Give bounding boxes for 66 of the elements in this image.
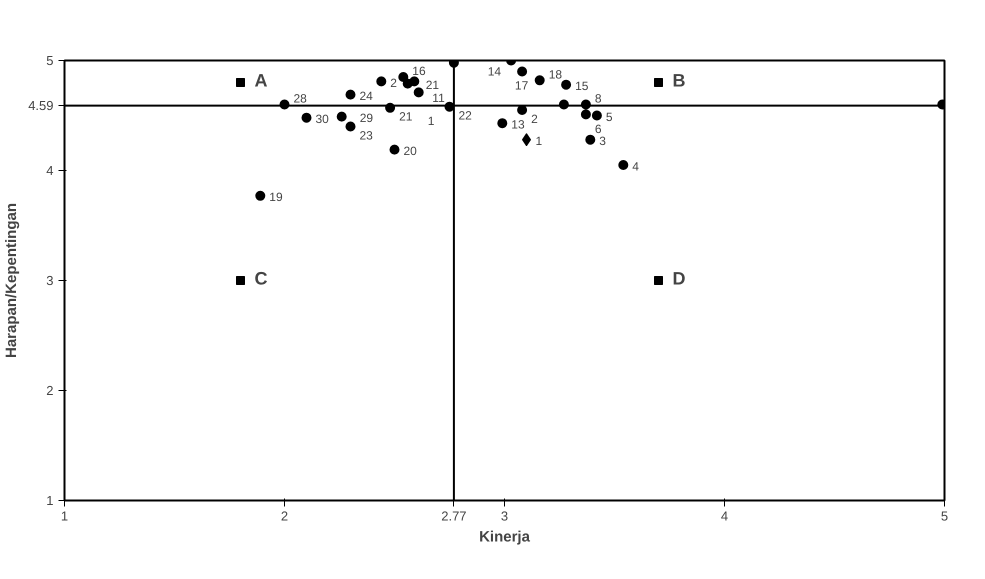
x-tick-label: 4 (720, 508, 728, 524)
point (336, 112, 347, 122)
annotation: 17 (514, 78, 529, 92)
point (346, 90, 356, 100)
annotation: 3 (599, 134, 606, 148)
x-tick-label: 1 (60, 508, 68, 524)
annotation: 16 (412, 64, 426, 78)
point (517, 105, 528, 115)
annotation: 24 (360, 89, 374, 103)
point (302, 112, 312, 123)
x-tick-label: 2.77 (441, 508, 467, 524)
annotation: 2 (390, 76, 398, 90)
annotation: 4 (632, 159, 640, 174)
annotation: 21 (399, 110, 413, 124)
point (236, 276, 245, 285)
annotation: 29 (360, 111, 374, 125)
point (585, 134, 596, 145)
y-axis-title: Harapan/Kepentingan (3, 202, 20, 358)
x-tick-label: 5 (940, 508, 948, 524)
point (497, 118, 508, 128)
y-tick-label: 4.59 (28, 98, 54, 114)
y-tick-label: 3 (46, 273, 54, 288)
annotation: 15 (575, 79, 589, 94)
point (592, 110, 602, 120)
annotation: 18 (548, 67, 562, 82)
point (618, 160, 628, 170)
annotation: 19 (269, 190, 283, 204)
annotation: 21 (426, 78, 440, 92)
annotation: 28 (294, 92, 308, 106)
y-tick-label: 2 (46, 383, 54, 398)
annotation: 20 (404, 144, 418, 158)
annotation: C (254, 268, 268, 289)
annotation: A (254, 70, 268, 91)
y-tick-label: 1 (46, 493, 54, 508)
point (255, 190, 266, 201)
point (580, 109, 591, 120)
point (517, 66, 528, 76)
annotation: 11 (432, 91, 446, 106)
point (376, 76, 386, 86)
point (346, 122, 356, 132)
annotation: B (672, 70, 686, 91)
point (414, 87, 424, 98)
x-tick-label: 3 (500, 508, 508, 524)
y-tick-label: 5 (46, 53, 54, 68)
x-axis-title: Kinerja (479, 528, 531, 546)
annotation: 1 (428, 114, 435, 128)
annotation: 23 (360, 128, 374, 142)
annotation: 13 (511, 118, 525, 132)
point (409, 76, 420, 86)
annotation: 14 (488, 64, 502, 78)
annotation: 1 (536, 134, 542, 148)
annotation: 30 (316, 112, 330, 126)
annotation: 6 (594, 122, 602, 136)
y-tick-label: 4 (46, 163, 54, 178)
point (236, 78, 245, 87)
x-tick-label: 2 (280, 508, 288, 524)
point (534, 75, 545, 86)
point (561, 80, 572, 90)
annotation: 5 (606, 110, 613, 124)
point (654, 78, 663, 87)
point (654, 276, 663, 285)
annotation: D (672, 268, 686, 289)
annotation: 2 (531, 112, 538, 126)
annotation: 22 (458, 108, 472, 122)
annotation: 8 (594, 92, 602, 106)
point (390, 144, 400, 155)
